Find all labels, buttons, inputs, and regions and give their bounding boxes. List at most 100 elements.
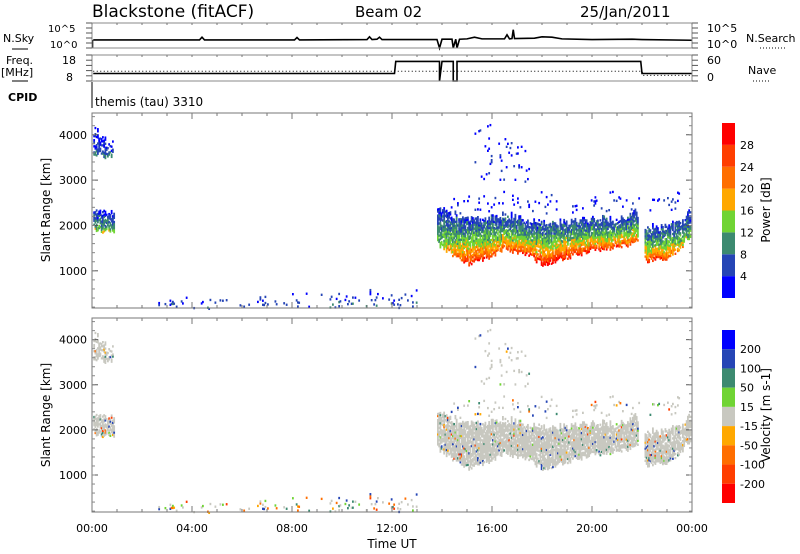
power-echo-cell [495,218,498,222]
power-echo-cell [579,221,582,224]
velocity-echo-cell [482,459,484,463]
power-echo-cell [537,228,539,232]
power-echo-cell [453,218,456,221]
power-echo-cell [495,220,498,224]
power-echo-cell [557,229,559,232]
velocity-echo-cell [538,439,541,443]
power-echo-cell [580,227,583,230]
power-echo-cell [565,228,568,231]
velocity-echo-cell [480,455,483,458]
velocity-echo-cell [470,422,473,425]
power-echo-cell [598,235,601,239]
power-echo-cell [490,220,493,223]
velocity-echo-cell [474,462,477,465]
power-echo-cell [525,221,528,224]
power-echo-cell [185,296,188,299]
power-echo-cell [530,247,533,250]
power-echo-cell [674,236,677,239]
power-echo-cell [485,248,488,251]
power-echo-cell [649,231,652,234]
power-echo-cell [674,238,677,241]
power-echo-cell [484,252,487,255]
velocity-echo-cell [539,458,542,461]
power-echo-cell [538,249,541,252]
power-echo-cell [485,225,488,229]
power-echo-cell [437,228,439,232]
power-echo-cell [492,216,494,219]
power-echo-cell [557,225,559,228]
power-echo-cell [465,241,468,244]
power-echo-cell [608,239,611,242]
power-echo-cell [487,240,489,244]
power-echo-cell [593,230,596,233]
power-echo-cell [687,223,689,226]
power-echo-cell [508,220,511,223]
power-echo-cell [569,244,572,248]
power-echo-cell [470,226,473,229]
power-echo-cell [545,226,548,229]
velocity-echo-cell [548,444,551,447]
power-echo-cell [550,229,553,233]
velocity-echo-cell [564,459,567,462]
velocity-echo-cell [464,447,467,451]
power-echo-cell [507,229,509,233]
power-echoes [93,123,692,311]
velocity-echo-cell [538,433,541,436]
power-echo-cell [457,202,459,205]
power-echo-cell [664,248,667,251]
velocity-echo-cell [475,431,478,435]
power-echo-cell [93,213,96,216]
power-echo-cell [447,216,449,219]
power-echo-cell [574,246,577,249]
power-echo-cell [499,221,502,224]
power-echo-cell [93,153,96,156]
power-echo-cell [449,243,452,247]
power-echo-cell [574,219,577,223]
power-echo-cell [543,228,546,231]
power-echo-cell [624,226,627,229]
velocity-echo-cell [507,424,509,427]
power-echo-cell [582,239,584,242]
power-echo-cell [540,222,543,226]
velocity-echo-cell [450,439,453,442]
velocity-echo-cell [514,434,517,437]
power-echo-cell [492,244,494,248]
power-echo-cell [620,225,623,228]
power-echo-cell [655,227,658,230]
velocity-echo-cell [533,441,536,444]
power-echo-cell [627,218,629,222]
power-echo-cell [508,232,511,236]
velocity-echo-cell [555,438,558,442]
power-echo-cell [565,224,568,227]
power-echo-cell [335,297,338,301]
power-echo-cell [95,219,98,222]
velocity-echo-cell [547,455,549,459]
power-echo-cell [688,219,691,222]
velocity-echo-cell [443,423,446,427]
power-echo-cell [569,224,572,227]
power-echo-cell [442,211,444,214]
power-echo-cell [595,199,598,202]
power-echo-cell [589,225,592,228]
velocity-echo-cell [513,426,516,429]
velocity-echo-cell [560,452,563,455]
power-echo-cell [627,232,629,236]
velocity-echo-cell [552,427,554,430]
power-echo-cell [588,250,591,253]
power-echo-cell [614,239,617,242]
power-echo-cell [462,220,464,223]
power-echo-cell [609,242,612,245]
velocity-echo-cell [449,438,452,441]
power-echo-cell [510,240,513,243]
velocity-echo-cell [545,428,548,431]
velocity-echo-cell [460,434,463,438]
power-echo-cell [664,256,667,259]
power-echo-cell [668,248,671,252]
velocity-echo-cell [477,438,479,442]
power-echo-cell [464,245,467,249]
power-echo-cell [668,226,671,229]
power-echo-cell [455,248,458,252]
power-echo-cell [482,257,484,260]
power-echo-cell [449,235,452,239]
power-echo-cell [499,178,502,181]
